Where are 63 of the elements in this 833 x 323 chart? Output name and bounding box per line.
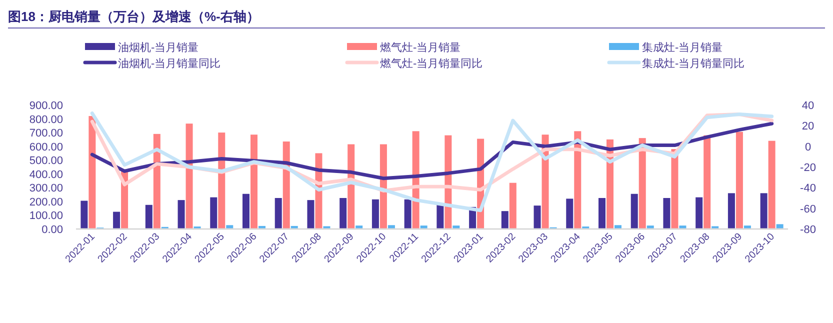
bar bbox=[274, 198, 282, 229]
bar bbox=[153, 134, 160, 229]
chart-title: 图18：厨电销量（万台）及增速（%-右轴） bbox=[8, 9, 260, 24]
bar bbox=[88, 116, 96, 229]
bar bbox=[113, 212, 120, 229]
y-tick-label: 200.00 bbox=[29, 196, 63, 208]
bar bbox=[509, 182, 516, 229]
bar bbox=[712, 226, 719, 229]
legend-label: 燃气灶-当月销量 bbox=[380, 42, 461, 54]
y-tick-label: 600.00 bbox=[29, 141, 63, 154]
y2-tick-label: -80 bbox=[800, 224, 816, 236]
bar bbox=[226, 225, 234, 229]
y-tick-label: 500.00 bbox=[29, 155, 63, 168]
bar bbox=[372, 199, 379, 229]
bar bbox=[760, 193, 768, 229]
bar bbox=[145, 204, 152, 229]
bar bbox=[404, 199, 412, 229]
y-tick-label: 300.00 bbox=[29, 182, 63, 195]
bar bbox=[250, 134, 258, 229]
bar bbox=[340, 198, 347, 229]
bar bbox=[534, 206, 541, 229]
y-tick-label: 0.00 bbox=[42, 224, 63, 236]
bar bbox=[671, 149, 678, 229]
bar bbox=[566, 198, 574, 229]
y2-tick-label: -20 bbox=[800, 162, 816, 174]
bar bbox=[501, 211, 508, 229]
bar bbox=[598, 198, 606, 229]
bar bbox=[728, 193, 735, 229]
y2-tick-label: -40 bbox=[800, 182, 816, 195]
legend-label: 燃气灶-当月销量同比 bbox=[380, 57, 483, 70]
bar bbox=[242, 194, 250, 229]
y-tick-label: 100.00 bbox=[29, 210, 63, 222]
bar bbox=[768, 140, 776, 229]
bar bbox=[736, 132, 743, 229]
bar bbox=[704, 135, 711, 229]
bar bbox=[218, 132, 226, 229]
bar bbox=[178, 200, 185, 229]
y2-tick-label: 0 bbox=[804, 141, 812, 154]
y2-tick-label: 20 bbox=[802, 120, 814, 133]
bar bbox=[614, 225, 622, 229]
legend-label: 油烟机-当月销量同比 bbox=[118, 57, 221, 70]
y-tick-label: 400.00 bbox=[29, 168, 63, 181]
bar bbox=[80, 200, 88, 229]
y-tick-label: 800.00 bbox=[29, 114, 63, 126]
bar bbox=[776, 224, 784, 229]
legend-label: 油烟机-当月销量 bbox=[118, 41, 199, 54]
y2-tick-label: -60 bbox=[800, 203, 816, 216]
bar bbox=[323, 226, 330, 229]
y-tick-label: 900.00 bbox=[29, 100, 63, 112]
bar bbox=[388, 225, 395, 229]
bar bbox=[574, 131, 582, 229]
bar bbox=[630, 194, 638, 229]
legend-label: 集成灶-当月销量 bbox=[642, 41, 723, 54]
bar bbox=[696, 197, 703, 229]
legend-label: 集成灶-当月销量同比 bbox=[642, 57, 745, 70]
bar bbox=[210, 197, 218, 229]
bar bbox=[186, 124, 193, 229]
bar bbox=[307, 200, 314, 229]
bar bbox=[638, 138, 646, 229]
y-tick-label: 700.00 bbox=[29, 128, 63, 140]
bar bbox=[663, 198, 670, 229]
bar bbox=[436, 204, 444, 229]
y2-tick-label: 40 bbox=[802, 100, 814, 112]
